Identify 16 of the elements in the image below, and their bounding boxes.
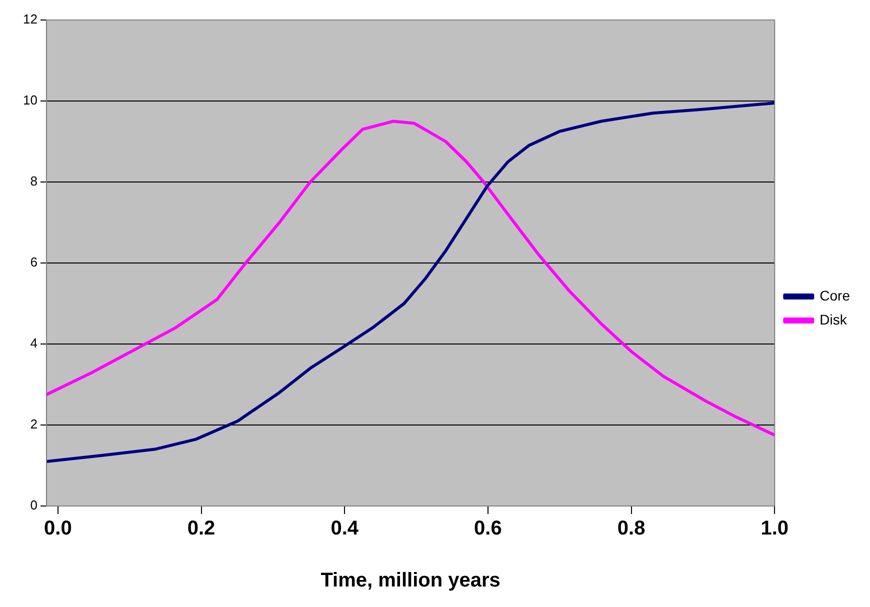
y-tick-label: 6 xyxy=(30,254,38,270)
y-tick-label: 2 xyxy=(30,416,38,432)
y-tick-label: 4 xyxy=(30,336,38,351)
x-tick-label: 0.8 xyxy=(617,518,646,540)
legend-label: Disk xyxy=(820,311,848,328)
y-tick-label: 12 xyxy=(22,12,38,27)
x-axis-title: Time, million years xyxy=(320,570,500,592)
x-tick-label: 0.4 xyxy=(330,518,360,540)
y-tick-label: 10 xyxy=(22,92,38,108)
legend-label: Core xyxy=(820,287,850,304)
y-tick-label: 0 xyxy=(30,498,38,513)
x-tick-label: 0.6 xyxy=(474,518,502,540)
x-tick-label: 0.2 xyxy=(187,518,216,540)
x-tick-label: 0.0 xyxy=(44,518,72,540)
y-tick-label: 8 xyxy=(30,174,38,189)
x-tick-label: 1.0 xyxy=(760,518,789,540)
